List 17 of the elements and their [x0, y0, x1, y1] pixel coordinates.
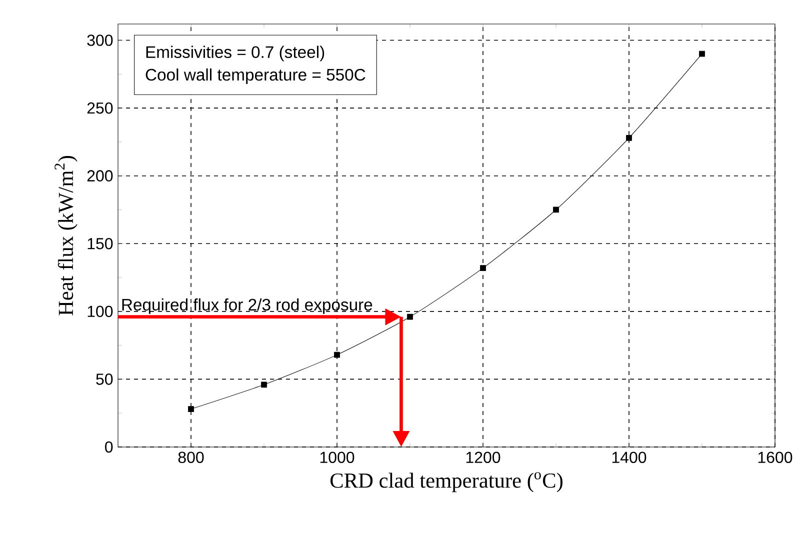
ref-line-label: Required flux for 2/3 rod exposure	[122, 298, 372, 314]
x-tick-label: 1600	[758, 452, 792, 464]
y-tick-label: 300	[87, 34, 113, 46]
y-tick-label: 200	[87, 170, 113, 182]
y-tick-label: 100	[88, 306, 113, 318]
x-tick-label: 1000	[320, 452, 354, 464]
annotation: Cool wall temperature = 550C	[146, 68, 366, 84]
x-tick-label: 800	[178, 452, 204, 464]
y-axis-title: Heat flux (kW/m$^{2}$)	[54, 156, 78, 316]
x-tick-label: 1400	[612, 452, 646, 464]
x-tick-label: 1200	[466, 452, 500, 464]
x-axis-title: CRD clad temperature ($^{o}$C)	[330, 472, 562, 492]
y-tick-label: 50	[96, 374, 113, 385]
annotation: Emissivities = 0.7 (steel)	[146, 46, 324, 62]
y-tick-label: 150	[88, 238, 113, 250]
y-tick-label: 0	[105, 441, 113, 453]
y-tick-label: 250	[87, 102, 113, 114]
